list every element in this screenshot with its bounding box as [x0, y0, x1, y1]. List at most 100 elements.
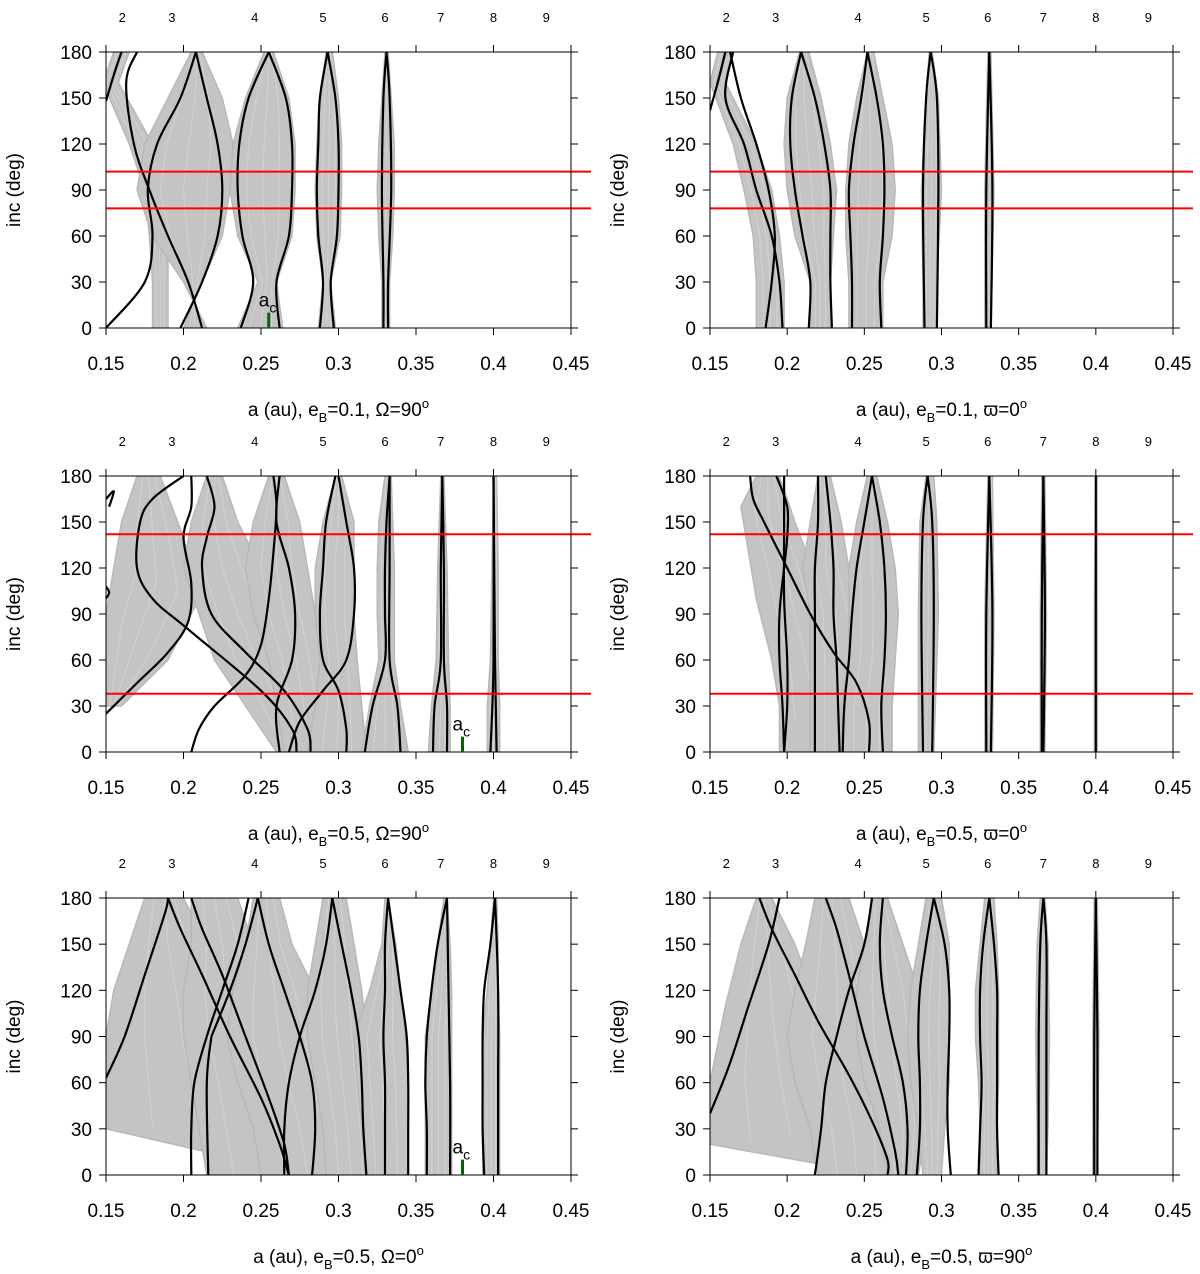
trajectory-line — [431, 898, 446, 1175]
x-tick-label: 0.25 — [243, 778, 280, 799]
x-tick-label: 0.45 — [1155, 354, 1192, 375]
trajectory-line — [260, 476, 299, 752]
stability-boundary-curve — [331, 898, 368, 1175]
top-axis-label: 8 — [490, 10, 497, 25]
x-tick-label: 0.45 — [553, 1201, 590, 1222]
y-axis-label: inc (deg) — [4, 1000, 25, 1074]
stability-boundary-curve — [166, 898, 290, 1175]
stability-boundary-curve — [326, 52, 340, 328]
stability-boundary-curve — [441, 476, 449, 752]
x-tick-label: 0.2 — [774, 1201, 800, 1222]
resonance-band — [840, 476, 900, 752]
trajectory-line — [339, 898, 364, 1175]
x-axis-label: a (au), eB=0.1, Ω=90o — [248, 396, 429, 425]
stability-boundary-curve — [492, 476, 498, 752]
top-axis-label: 3 — [772, 10, 779, 25]
x-axis-label-rest: =0.5, ϖ=90 — [930, 1247, 1025, 1268]
stability-boundary-curve — [387, 898, 410, 1175]
y-tick-label: 30 — [675, 273, 696, 294]
top-axis-label: 5 — [922, 10, 929, 25]
stability-boundary-curve — [274, 476, 297, 752]
x-tick-label: 0.25 — [243, 1201, 280, 1222]
stability-boundary-curve — [749, 476, 871, 752]
top-axis-label: 7 — [437, 434, 444, 449]
resonance-band — [306, 476, 368, 752]
stability-boundary-curve — [870, 476, 888, 752]
resonance-band — [710, 52, 785, 328]
y-tick-label: 180 — [60, 889, 92, 910]
x-axis-label-degree: o — [422, 396, 429, 411]
critical-a-label-main: a — [259, 291, 270, 312]
y-tick-label: 60 — [675, 227, 696, 248]
x-axis-label-sub: B — [324, 1257, 333, 1272]
stability-boundary-curve — [363, 476, 391, 752]
top-axis-label: 5 — [319, 10, 326, 25]
trajectory-line — [202, 476, 289, 752]
y-tick-label: 90 — [71, 1028, 92, 1049]
trajectory-line — [334, 476, 339, 752]
top-axis-label: 9 — [543, 434, 550, 449]
x-tick-label: 0.2 — [170, 778, 196, 799]
x-axis-label: a (au), eB=0.5, ϖ=90o — [851, 1243, 1033, 1272]
trajectory-line — [320, 898, 339, 1175]
stability-boundary-curve — [813, 476, 820, 752]
trajectory-line — [334, 898, 352, 1175]
stability-boundary-curve — [1042, 476, 1047, 752]
top-axis-label: 9 — [1145, 10, 1152, 25]
x-tick-label: 0.15 — [692, 778, 729, 799]
x-tick-label: 0.15 — [88, 354, 125, 375]
panel-p3: 0.15 0.2 0.25 0.3 0.35 0.4 0.45 0 30 60 90 120 150 18… — [4, 434, 591, 849]
x-tick-label: 0.2 — [170, 1201, 196, 1222]
y-axis-label: inc (deg) — [608, 153, 629, 227]
y-tick-label: 150 — [60, 935, 92, 956]
top-axis-label: 9 — [543, 10, 550, 25]
top-axis-label: 4 — [855, 10, 862, 25]
y-tick-label: 90 — [71, 605, 92, 626]
trajectory-line — [113, 476, 157, 707]
stability-boundary-curve — [824, 476, 841, 752]
stability-boundary-curve — [481, 898, 497, 1175]
trajectory-line — [926, 52, 931, 328]
y-tick-label: 0 — [81, 319, 92, 340]
y-tick-label: 90 — [675, 181, 696, 202]
top-axis-label: 6 — [381, 10, 388, 25]
top-axis-label: 7 — [1040, 10, 1047, 25]
top-axis-label: 4 — [855, 856, 862, 871]
stability-boundary-curve — [106, 52, 197, 328]
x-tick-label: 0.25 — [243, 354, 280, 375]
trajectory-line — [385, 52, 387, 328]
stability-boundary-curve — [988, 476, 994, 752]
x-tick-label: 0.45 — [553, 778, 590, 799]
y-tick-label: 120 — [60, 981, 92, 1002]
x-axis-label: a (au), eB=0.5, Ω=0o — [253, 1243, 424, 1272]
x-tick-label: 0.45 — [1155, 778, 1192, 799]
y-tick-label: 30 — [71, 273, 92, 294]
panel-p6: 0.15 0.2 0.25 0.3 0.35 0.4 0.45 0 30 60 90 120 150 18… — [608, 856, 1191, 1272]
resonance-band — [136, 52, 234, 328]
trajectory-line — [438, 898, 446, 1175]
trajectory-line — [252, 898, 285, 1175]
stability-boundary-curve — [135, 476, 298, 752]
stability-boundary-curve — [424, 898, 449, 1175]
top-axis-label: 3 — [168, 10, 175, 25]
top-axis-label: 6 — [381, 434, 388, 449]
y-tick-label: 90 — [71, 181, 92, 202]
y-axis-label: inc (deg) — [4, 577, 25, 651]
x-axis-label-main: a (au), e — [856, 824, 927, 845]
x-tick-label: 0.3 — [325, 1201, 351, 1222]
x-axis-label-rest: =0.5, Ω=90 — [327, 824, 422, 845]
trajectory-line — [856, 52, 870, 328]
x-axis-label-main: a (au), e — [248, 824, 319, 845]
resonance-band — [244, 476, 340, 752]
stability-boundary-curve — [1094, 898, 1099, 1175]
stability-boundary-curve — [782, 476, 789, 752]
y-tick-label: 180 — [60, 467, 92, 488]
trajectory-line — [927, 898, 935, 1175]
x-axis-label-main: a (au), e — [856, 400, 927, 421]
critical-a-label: ac — [259, 291, 277, 316]
stability-boundary-curve — [382, 898, 390, 1175]
stability-boundary-curve — [385, 52, 393, 328]
top-axis-label: 7 — [437, 10, 444, 25]
x-axis-label: a (au), eB=0.1, ϖ=0o — [856, 396, 1027, 425]
top-axis-label: 5 — [922, 434, 929, 449]
